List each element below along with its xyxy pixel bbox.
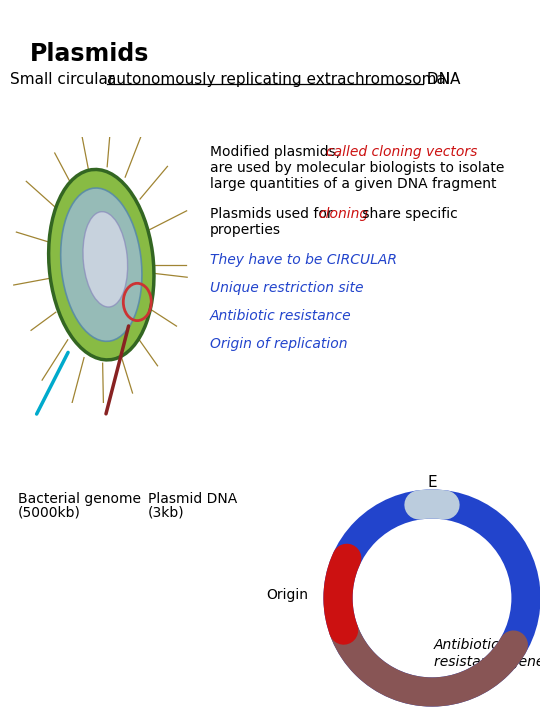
Text: are used by molecular biologists to isolate: are used by molecular biologists to isol…: [210, 161, 504, 175]
Text: They have to be CIRCULAR: They have to be CIRCULAR: [210, 253, 397, 267]
Text: Antibiotic
resistance gene: Antibiotic resistance gene: [434, 639, 540, 669]
Text: Modified plasmids,: Modified plasmids,: [210, 145, 345, 159]
Text: properties: properties: [210, 223, 281, 237]
Ellipse shape: [49, 169, 154, 360]
Text: DNA: DNA: [422, 72, 461, 87]
Text: Unique restriction site: Unique restriction site: [210, 281, 363, 295]
Text: (3kb): (3kb): [148, 506, 185, 520]
Text: called cloning vectors: called cloning vectors: [326, 145, 477, 159]
Ellipse shape: [83, 212, 127, 307]
Ellipse shape: [60, 188, 142, 341]
Text: E: E: [427, 475, 437, 490]
Text: Plasmid DNA: Plasmid DNA: [148, 492, 237, 506]
Text: cloning: cloning: [318, 207, 368, 221]
Text: Small circular: Small circular: [10, 72, 119, 87]
Text: large quantities of a given DNA fragment: large quantities of a given DNA fragment: [210, 177, 496, 191]
Text: Antibiotic resistance: Antibiotic resistance: [210, 309, 352, 323]
Text: Bacterial genome: Bacterial genome: [18, 492, 141, 506]
Text: autonomously replicating extrachromosomal: autonomously replicating extrachromosoma…: [107, 72, 450, 87]
Text: Plasmids used for: Plasmids used for: [210, 207, 337, 221]
Text: Origin: Origin: [266, 588, 308, 602]
Text: (5000kb): (5000kb): [18, 506, 81, 520]
Text: Origin of replication: Origin of replication: [210, 337, 348, 351]
Text: share specific: share specific: [358, 207, 458, 221]
Text: Plasmids: Plasmids: [30, 42, 150, 66]
